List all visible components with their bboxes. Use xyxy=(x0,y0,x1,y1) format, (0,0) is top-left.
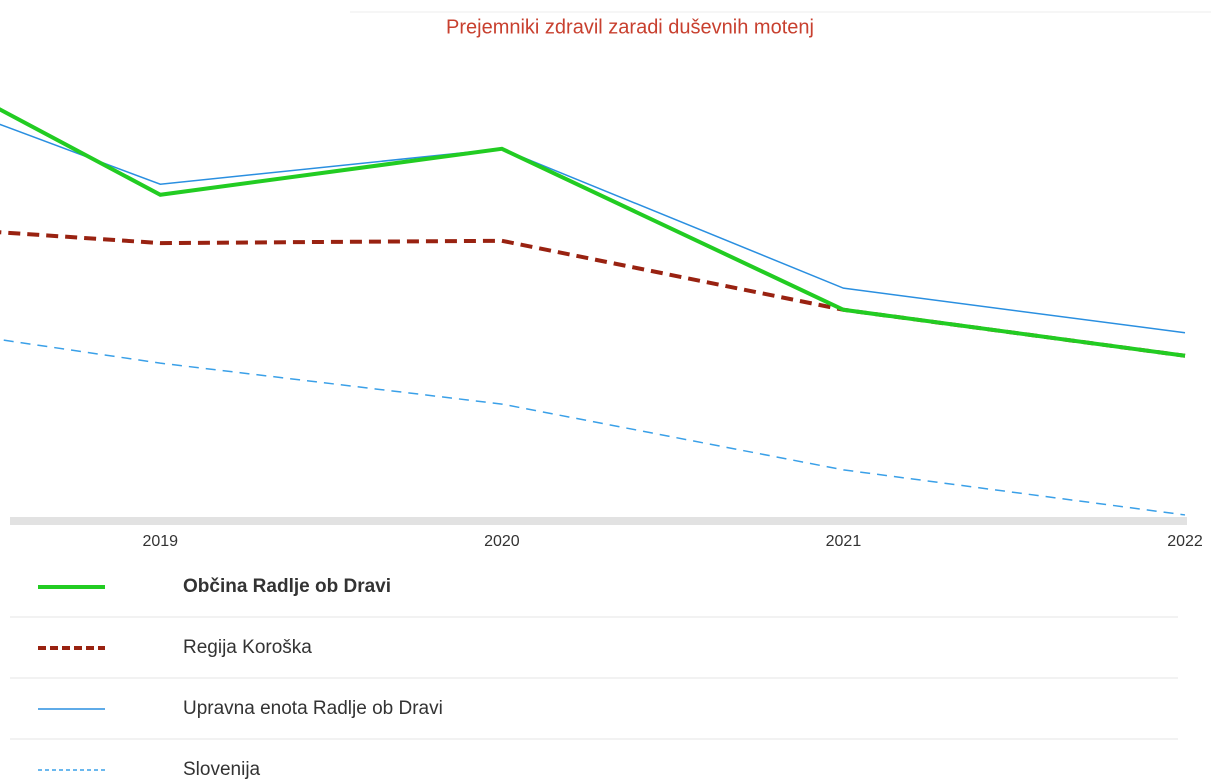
series-line xyxy=(0,338,1186,516)
legend-label: Slovenija xyxy=(183,759,261,780)
chart-title: Prejemniki zdravil zaradi duševnih moten… xyxy=(446,16,814,38)
series-line xyxy=(0,123,1186,334)
x-axis xyxy=(10,517,1187,525)
x-tick-label: 2022 xyxy=(1167,533,1203,550)
legend-label: Regija Koroška xyxy=(183,637,312,658)
x-tick-label: 2020 xyxy=(484,533,520,550)
x-tick-label: 2021 xyxy=(826,533,862,550)
series-line xyxy=(0,107,1186,358)
x-tick-label: 2019 xyxy=(142,533,178,550)
legend-label: Občina Radlje ob Dravi xyxy=(183,576,391,597)
legend-label: Upravna enota Radlje ob Dravi xyxy=(183,698,443,719)
series-line xyxy=(0,230,1186,358)
